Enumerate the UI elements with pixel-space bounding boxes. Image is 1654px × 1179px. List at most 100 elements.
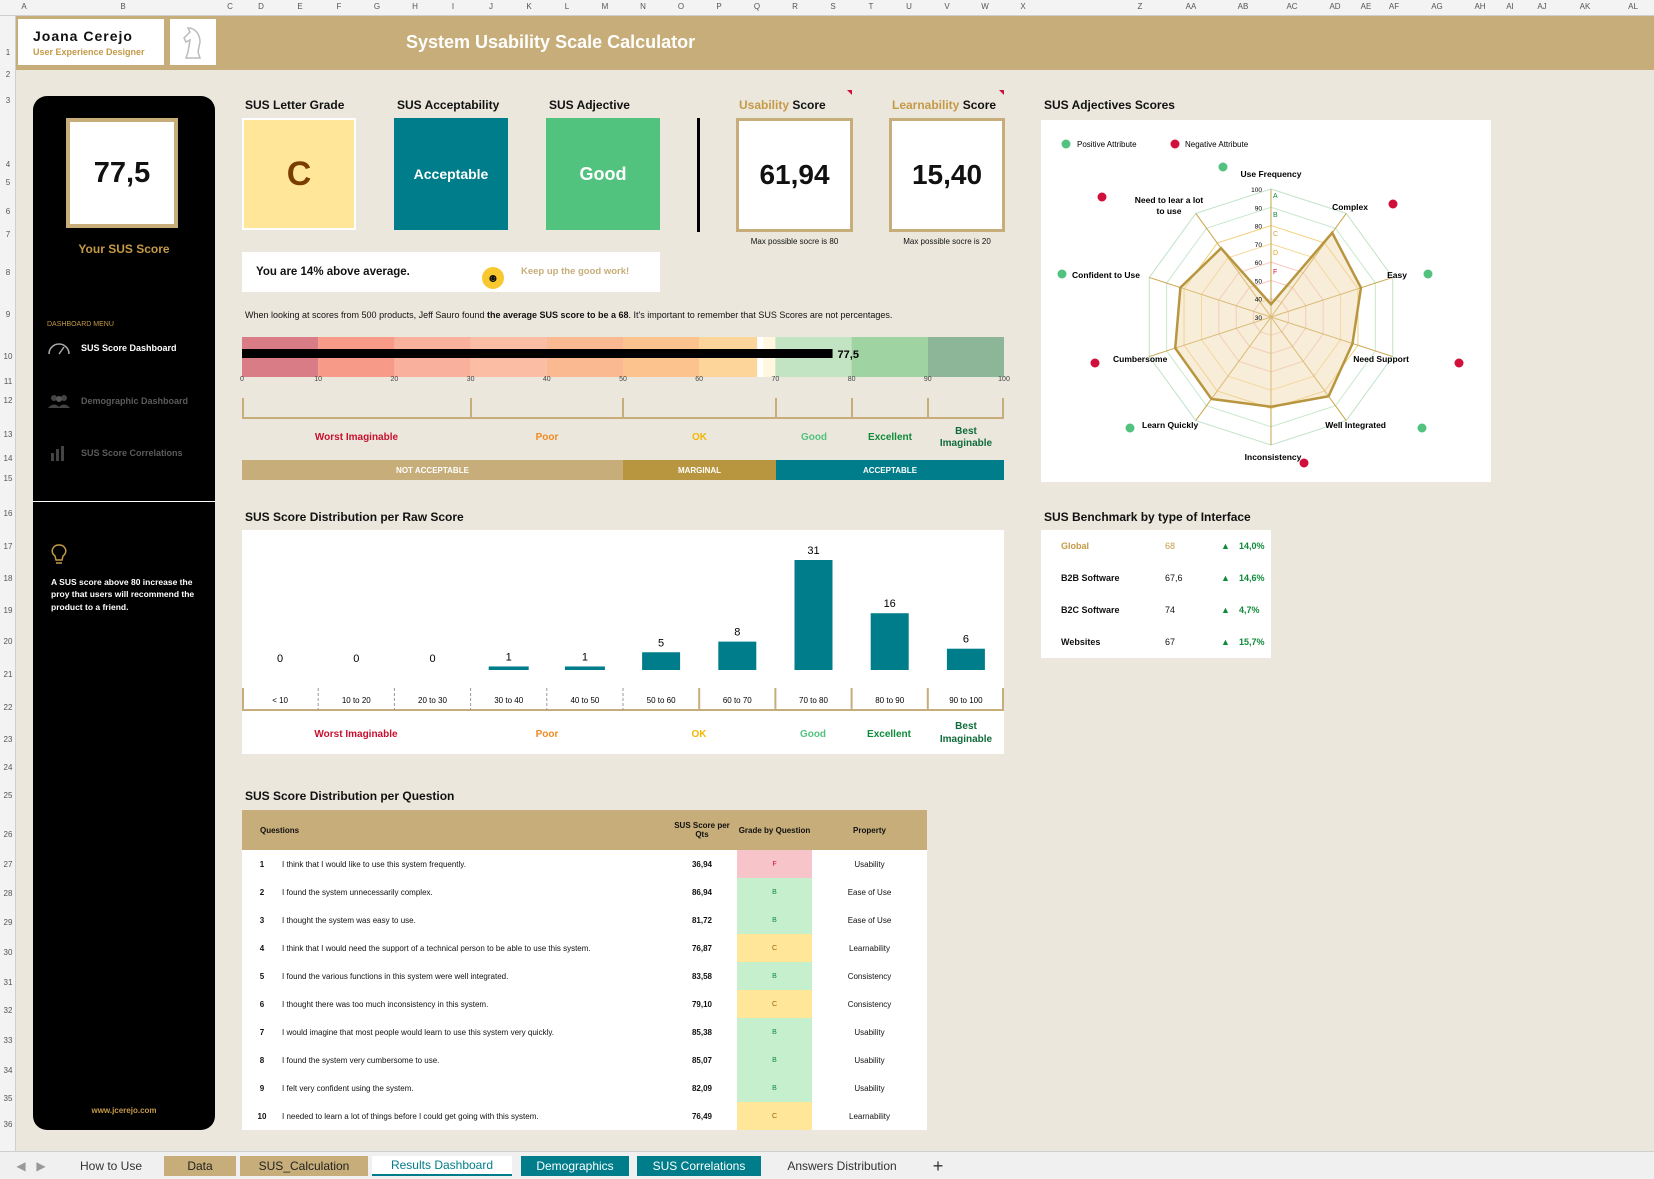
column-letter[interactable]: S [830,2,836,11]
column-letter[interactable]: Z [1137,2,1143,11]
menu-item-sus-score-correlations[interactable]: SUS Score Correlations [47,445,183,461]
row-number[interactable]: 8 [5,268,11,277]
benchmark-name: Global [1061,541,1090,551]
row-number[interactable]: 10 [3,352,13,361]
row-number[interactable]: 26 [3,830,13,839]
sheet-tab-bar: ◀ ▶ How to Use Data SUS_Calculation Results… [0,1151,1654,1179]
row-number[interactable]: 24 [3,763,13,772]
column-letter[interactable]: AL [1628,2,1638,11]
column-letter[interactable]: L [564,2,570,11]
row-number[interactable]: 34 [3,1066,13,1075]
column-letter[interactable]: Q [753,2,761,11]
sheet-tab-sus-correlations[interactable]: SUS Correlations [637,1156,761,1176]
column-letter[interactable]: AG [1431,2,1443,11]
column-letter[interactable]: AK [1579,2,1591,11]
row-number[interactable]: 4 [5,160,11,169]
column-letter[interactable]: R [792,2,798,11]
row-number[interactable]: 29 [3,918,13,927]
column-letter[interactable]: E [297,2,303,11]
question-grade: C [737,990,812,1018]
sheet-tab-answers-distribution[interactable]: Answers Distribution [787,1159,897,1173]
row-number[interactable]: 12 [3,396,13,405]
question-score: 86,94 [691,887,713,897]
column-letter[interactable]: AJ [1537,2,1547,11]
column-letter[interactable]: K [526,2,532,11]
row-number[interactable]: 3 [5,96,11,105]
column-letter[interactable]: M [601,2,609,11]
column-letter[interactable]: AF [1388,2,1400,11]
row-header-bar: 1 2 3 4 5 6 7 8 9 10 11 12 13 14 15 16 17 18 19 20 21 22 23 24 2… [0,16,16,1151]
question-number: 8 [259,1055,265,1065]
row-number[interactable]: 1 [5,48,11,57]
column-letter[interactable]: AA [1185,2,1197,11]
column-letter[interactable]: V [944,2,950,11]
row-number[interactable]: 32 [3,1006,13,1015]
row-number[interactable]: 17 [3,542,13,551]
row-number[interactable]: 7 [5,230,11,239]
column-letter[interactable]: W [981,2,989,11]
col-questions: Questions [242,810,667,850]
menu-item-sus-score-dashboard[interactable]: SUS Score Dashboard [47,340,177,356]
row-number[interactable]: 11 [3,377,13,386]
column-letter[interactable]: N [640,2,646,11]
row-number[interactable]: 36 [3,1120,13,1129]
column-letter[interactable]: A [21,2,27,11]
column-letter[interactable]: AH [1474,2,1486,11]
question-grade: B [737,906,812,934]
row-number[interactable]: 9 [5,310,11,319]
prev-sheet-icon[interactable]: ◀ [16,1159,26,1173]
column-letter[interactable]: AB [1237,2,1249,11]
row-number[interactable]: 14 [3,454,13,463]
row-number[interactable]: 19 [3,606,13,615]
next-sheet-icon[interactable]: ▶ [36,1159,46,1173]
row-number[interactable]: 20 [3,637,13,646]
column-letter[interactable]: J [489,2,493,11]
row-number[interactable]: 13 [3,430,13,439]
row-number[interactable]: 30 [3,948,13,957]
row-number[interactable]: 33 [3,1036,13,1045]
column-letter[interactable]: B [120,2,126,11]
column-letter[interactable]: C [227,2,233,11]
sheet-tab-results-dashboard[interactable]: Results Dashboard [372,1156,512,1176]
row-number[interactable]: 16 [3,509,13,518]
sheet-tab-demographics[interactable]: Demographics [521,1156,629,1176]
row-number[interactable]: 6 [5,207,11,216]
row-number[interactable]: 2 [5,70,11,79]
row-number[interactable]: 35 [3,1094,13,1103]
row-number[interactable]: 31 [3,978,13,987]
column-letter[interactable]: I [451,2,455,11]
sheet-tab-data[interactable]: Data [164,1156,236,1176]
row-number[interactable]: 22 [3,703,13,712]
column-letter[interactable]: P [716,2,722,11]
column-letter[interactable]: AI [1506,2,1514,11]
column-letter[interactable]: T [868,2,874,11]
grade-label: F [1273,269,1277,276]
usability-caption: Max possible socre is 80 [750,237,839,246]
row-number[interactable]: 27 [3,860,13,869]
column-letter[interactable]: F [336,2,342,11]
row-number[interactable]: 5 [5,178,11,187]
row-number[interactable]: 15 [3,474,13,483]
website-link[interactable]: www.jcerejo.com [91,1106,157,1115]
column-letter[interactable]: AC [1286,2,1298,11]
sheet-tab-sus-calculation[interactable]: SUS_Calculation [240,1156,368,1176]
question-number: 4 [259,943,265,953]
column-letter[interactable]: X [1020,2,1026,11]
row-number[interactable]: 25 [3,791,13,800]
column-letter[interactable]: AD [1329,2,1341,11]
row-number[interactable]: 28 [3,889,13,898]
benchmark-title: SUS Benchmark by type of Interface [1044,510,1251,524]
column-letter[interactable]: D [258,2,264,11]
column-letter[interactable]: G [373,2,381,11]
column-letter[interactable]: AE [1360,2,1372,11]
column-letter[interactable]: O [677,2,685,11]
menu-item-demographic-dashboard[interactable]: Demographic Dashboard [47,393,188,409]
sheet-tab-how-to-use[interactable]: How to Use [79,1159,143,1173]
row-number[interactable]: 18 [3,574,13,583]
row-number[interactable]: 21 [3,670,13,679]
add-sheet-button[interactable]: + [932,1155,944,1176]
column-letter[interactable]: H [412,2,418,11]
attribute-dot [1454,358,1464,368]
row-number[interactable]: 23 [3,735,13,744]
column-letter[interactable]: U [906,2,912,11]
